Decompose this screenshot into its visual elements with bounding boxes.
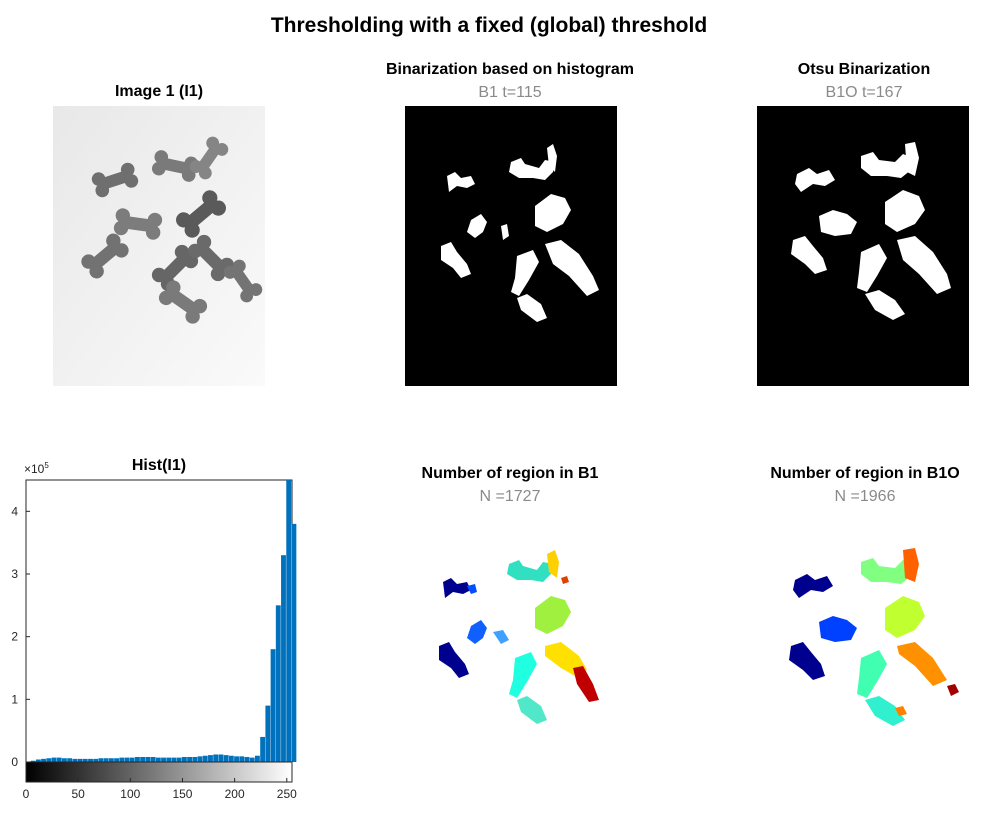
hist-bar <box>291 523 297 762</box>
hist-bar <box>213 754 219 762</box>
image1-title: Image 1 (I1) <box>114 83 204 100</box>
hist-bar <box>286 480 292 762</box>
hist-bar <box>46 758 52 762</box>
hist-bar <box>30 760 36 762</box>
hist-bar <box>270 649 276 762</box>
hist-bar <box>239 756 245 762</box>
hist-bar <box>265 705 271 762</box>
hist-bar <box>218 754 224 762</box>
hist-bar <box>124 757 130 762</box>
hist-bar <box>155 757 161 762</box>
hist-y-tick-label: 2 <box>11 630 18 644</box>
image1-photo <box>53 106 265 386</box>
hist-bar <box>181 756 187 762</box>
hist-bar <box>98 758 104 762</box>
figure-title: Thresholding with a fixed (global) thres… <box>270 14 708 37</box>
hist-bar <box>166 757 172 762</box>
hist-bar <box>103 758 109 762</box>
hist-axes-box <box>25 479 293 763</box>
hist-bar <box>129 757 135 762</box>
hist-bar <box>228 755 234 762</box>
hist-bar <box>202 755 208 762</box>
hist-bar <box>56 757 62 762</box>
hist-bar <box>67 758 73 762</box>
hist-bar <box>244 756 250 762</box>
hist-x-tick-label: 200 <box>225 787 245 801</box>
hist-bar <box>281 555 286 762</box>
hist-y-tick-label: 3 <box>11 567 18 581</box>
hist-bar <box>108 758 114 762</box>
regions-b1-title: Number of region in B1 <box>421 465 599 482</box>
hist-y-tick-label: 4 <box>11 504 18 518</box>
hist-bar <box>187 756 193 762</box>
hist-bar <box>275 605 281 762</box>
hist-bar <box>176 757 182 762</box>
regions-b1-subtitle: N =1727 <box>479 488 541 505</box>
hist-x-tick-label: 50 <box>71 787 85 801</box>
hist-bar <box>254 755 260 762</box>
regions-b1o-title: Number of region in B1O <box>770 465 960 482</box>
hist-bar <box>35 759 41 762</box>
hist-bar <box>208 755 213 762</box>
hist-bar <box>82 758 88 762</box>
hist-x-tick-label: 100 <box>120 787 140 801</box>
hist-bar <box>140 756 146 762</box>
hist-bar <box>51 757 57 762</box>
hist-x-tick-label: 150 <box>172 787 192 801</box>
hist-bar <box>171 757 177 762</box>
b1o-binary-image <box>757 106 969 386</box>
regions-b1o-subtitle: N =1966 <box>834 488 896 505</box>
hist-bar <box>61 758 67 762</box>
b1-title: Binarization based on histogram <box>385 61 635 78</box>
hist-bar <box>234 756 239 762</box>
b1o-title: Otsu Binarization <box>797 61 931 78</box>
hist-bar <box>119 757 125 762</box>
hist-bar <box>260 736 266 762</box>
hist-bar <box>161 757 166 762</box>
hist-bar <box>150 756 156 762</box>
regions-b1o-labeled-image <box>757 510 969 790</box>
hist-y-exponent: ×105 <box>24 461 49 476</box>
hist-y-tick-label: 1 <box>11 692 18 706</box>
hist-y-tick-label: 0 <box>11 755 18 769</box>
hist-bar <box>192 756 198 762</box>
hist-bar <box>249 757 255 762</box>
hist-bar <box>72 758 78 762</box>
hist-x-tick-label: 250 <box>277 787 297 801</box>
b1o-subtitle: B1O t=167 <box>825 84 903 101</box>
hist-bar <box>135 756 140 762</box>
hist-title: Hist(I1) <box>131 457 187 474</box>
histogram-chart: 0 50 100 150 200 250 0 1 2 3 4 <box>11 479 297 801</box>
hist-bar <box>77 758 83 762</box>
regions-b1-labeled-image <box>405 510 617 790</box>
b1-subtitle: B1 t=115 <box>478 84 542 101</box>
hist-bar <box>41 758 46 762</box>
hist-bar <box>197 756 203 762</box>
hist-bar <box>145 756 151 762</box>
hist-colorbar <box>25 761 293 783</box>
hist-bar <box>88 758 93 762</box>
hist-x-tick-label: 0 <box>23 787 30 801</box>
b1-binary-image <box>405 106 617 386</box>
hist-bar <box>114 758 120 762</box>
hist-bar <box>223 755 229 762</box>
hist-bar <box>93 758 99 762</box>
